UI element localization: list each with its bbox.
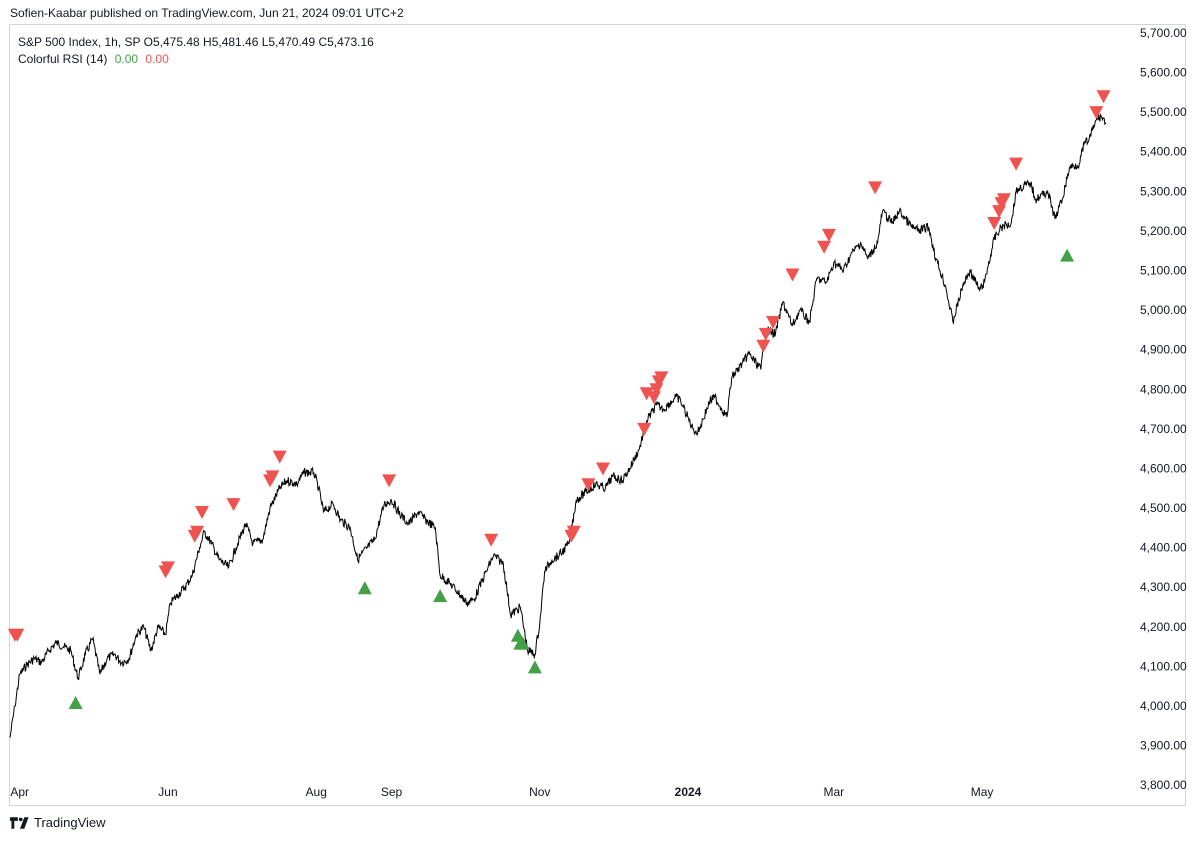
y-tick-label: 5,000.00: [1140, 303, 1187, 317]
symbol-ohlc-line[interactable]: S&P 500 Index, 1h, SP O5,475.48 H5,481.4…: [18, 35, 374, 49]
y-tick-label: 4,300.00: [1140, 580, 1187, 594]
y-tick-label: 5,500.00: [1140, 105, 1187, 119]
y-tick-label: 5,700.00: [1140, 26, 1187, 40]
chart-pane[interactable]: [9, 24, 1186, 806]
bullish-signal-marker: [1060, 248, 1075, 262]
tradingview-logo-icon: [10, 816, 29, 829]
bearish-signal-marker: [1009, 157, 1024, 171]
bullish-signal-marker: [527, 660, 542, 674]
bearish-signal-marker: [639, 387, 654, 401]
chart-legend: S&P 500 Index, 1h, SP O5,475.48 H5,481.4…: [18, 34, 374, 68]
bearish-signal-marker: [10, 628, 25, 642]
bearish-signal-marker: [987, 216, 1002, 230]
x-tick-label: Aug: [306, 785, 327, 799]
bearish-signal-marker: [226, 498, 241, 512]
y-tick-label: 4,900.00: [1140, 343, 1187, 357]
y-tick-label: 5,200.00: [1140, 224, 1187, 238]
bearish-signal-marker: [1089, 106, 1104, 120]
x-tick-label: May: [971, 785, 994, 799]
y-tick-label: 3,800.00: [1140, 778, 1187, 792]
signal-markers: [7, 90, 1111, 710]
footer-branding: TradingView: [10, 815, 106, 830]
y-tick-label: 5,300.00: [1140, 184, 1187, 198]
bearish-signal-marker: [654, 371, 669, 385]
bearish-signal-marker: [484, 533, 499, 547]
y-tick-label: 4,400.00: [1140, 541, 1187, 555]
bearish-signal-marker: [758, 327, 773, 341]
indicator-value-bullish: 0.00: [114, 52, 139, 66]
x-tick-label: Apr: [10, 785, 29, 799]
bearish-signal-marker: [194, 506, 209, 520]
bullish-signal-marker: [357, 581, 372, 595]
bearish-signal-marker: [756, 339, 771, 353]
bearish-signal-marker: [595, 462, 610, 476]
y-tick-label: 4,800.00: [1140, 382, 1187, 396]
y-tick-label: 4,500.00: [1140, 501, 1187, 515]
price-axis[interactable]: 5,700.00 5,600.00 5,500.00 5,400.00 5,300.00…: [1140, 26, 1187, 792]
x-tick-label: Mar: [823, 785, 844, 799]
bearish-signal-marker: [566, 525, 581, 539]
time-axis[interactable]: Apr Jun Aug Sep Nov 2024 Mar May: [10, 785, 993, 799]
bearish-signal-marker: [646, 391, 661, 405]
price-series: [9, 112, 1107, 738]
footer-brand-text: TradingView: [34, 815, 106, 830]
bullish-signal-marker: [68, 696, 83, 710]
bearish-signal-marker: [272, 450, 287, 464]
x-tick-label: Sep: [381, 785, 403, 799]
bearish-signal-marker: [637, 422, 652, 436]
bearish-signal-marker: [868, 181, 883, 195]
bearish-signal-marker: [649, 383, 664, 397]
x-tick-label: Jun: [158, 785, 177, 799]
x-tick-label: 2024: [675, 785, 702, 799]
y-tick-label: 4,200.00: [1140, 620, 1187, 634]
y-tick-label: 5,400.00: [1140, 145, 1187, 159]
price-line: [9, 112, 1107, 738]
bearish-signal-marker: [821, 228, 836, 242]
indicator-name: Colorful RSI (14): [18, 52, 108, 66]
bearish-signal-marker: [190, 525, 205, 539]
bullish-signal-marker: [515, 636, 530, 650]
y-tick-label: 5,100.00: [1140, 263, 1187, 277]
bullish-signal-marker: [510, 628, 525, 642]
indicator-legend-row[interactable]: Colorful RSI (14) 0.00 0.00: [18, 51, 374, 68]
y-tick-label: 4,000.00: [1140, 699, 1187, 713]
publish-attribution: Sofien-Kaabar published on TradingView.c…: [10, 6, 404, 20]
y-tick-label: 5,600.00: [1140, 66, 1187, 80]
bearish-signal-marker: [996, 193, 1011, 207]
y-tick-label: 4,100.00: [1140, 659, 1187, 673]
bearish-signal-marker: [817, 240, 832, 254]
bullish-signal-marker: [433, 589, 448, 603]
bearish-signal-marker: [992, 205, 1007, 219]
bearish-signal-marker: [382, 474, 397, 488]
bearish-signal-marker: [581, 478, 596, 492]
x-tick-label: Nov: [529, 785, 550, 799]
bearish-signal-marker: [160, 561, 175, 575]
bearish-signal-marker: [785, 268, 800, 282]
bearish-signal-marker: [1096, 90, 1111, 104]
y-tick-label: 4,700.00: [1140, 422, 1187, 436]
y-tick-label: 4,600.00: [1140, 461, 1187, 475]
bearish-signal-marker: [766, 315, 781, 329]
y-tick-label: 3,900.00: [1140, 739, 1187, 753]
indicator-value-bearish: 0.00: [145, 52, 169, 66]
bearish-signal-marker: [265, 470, 280, 484]
